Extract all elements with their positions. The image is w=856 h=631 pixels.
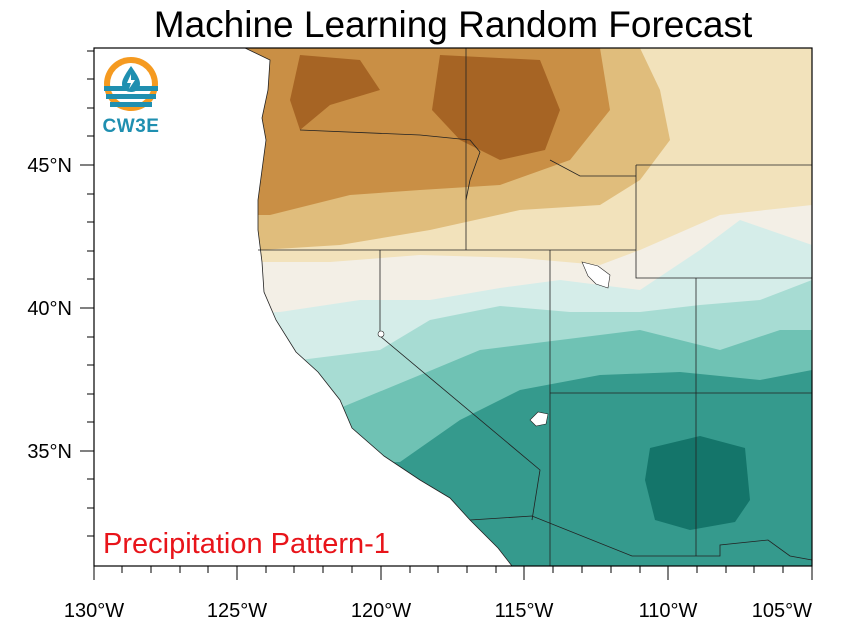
map-title: Machine Learning Random Forecast bbox=[153, 4, 753, 45]
y-axis bbox=[80, 50, 94, 537]
lake-tahoe bbox=[377, 330, 385, 338]
x-tick-label: 120°W bbox=[351, 600, 411, 622]
precipitation-bands bbox=[245, 48, 812, 566]
state-borders bbox=[258, 48, 813, 566]
great-salt-lake bbox=[581, 261, 611, 289]
cw3e-logo: CW3E bbox=[98, 56, 164, 138]
x-tick-label: 130°W bbox=[64, 600, 124, 622]
y-tick-label: 35°N bbox=[27, 441, 72, 463]
coastline bbox=[244, 47, 513, 567]
water-drop-icon bbox=[104, 57, 158, 111]
x-tick-label: 125°W bbox=[207, 600, 267, 622]
logo-text: CW3E bbox=[102, 116, 160, 137]
band-dry-deepest bbox=[290, 55, 380, 130]
y-tick-label: 40°N bbox=[27, 298, 72, 320]
band-wet-deep bbox=[645, 436, 750, 530]
x-tick-label: 110°W bbox=[639, 600, 698, 622]
x-tick-label: 105°W bbox=[752, 600, 812, 622]
x-axis bbox=[93, 566, 813, 580]
pattern-label: Precipitation Pattern-1 bbox=[103, 528, 390, 560]
map-frame bbox=[93, 47, 813, 567]
y-tick-label: 45°N bbox=[27, 155, 72, 177]
band-dry-deepest-east bbox=[432, 55, 560, 160]
x-tick-label: 115°W bbox=[495, 600, 554, 622]
lake-mead bbox=[529, 411, 549, 427]
